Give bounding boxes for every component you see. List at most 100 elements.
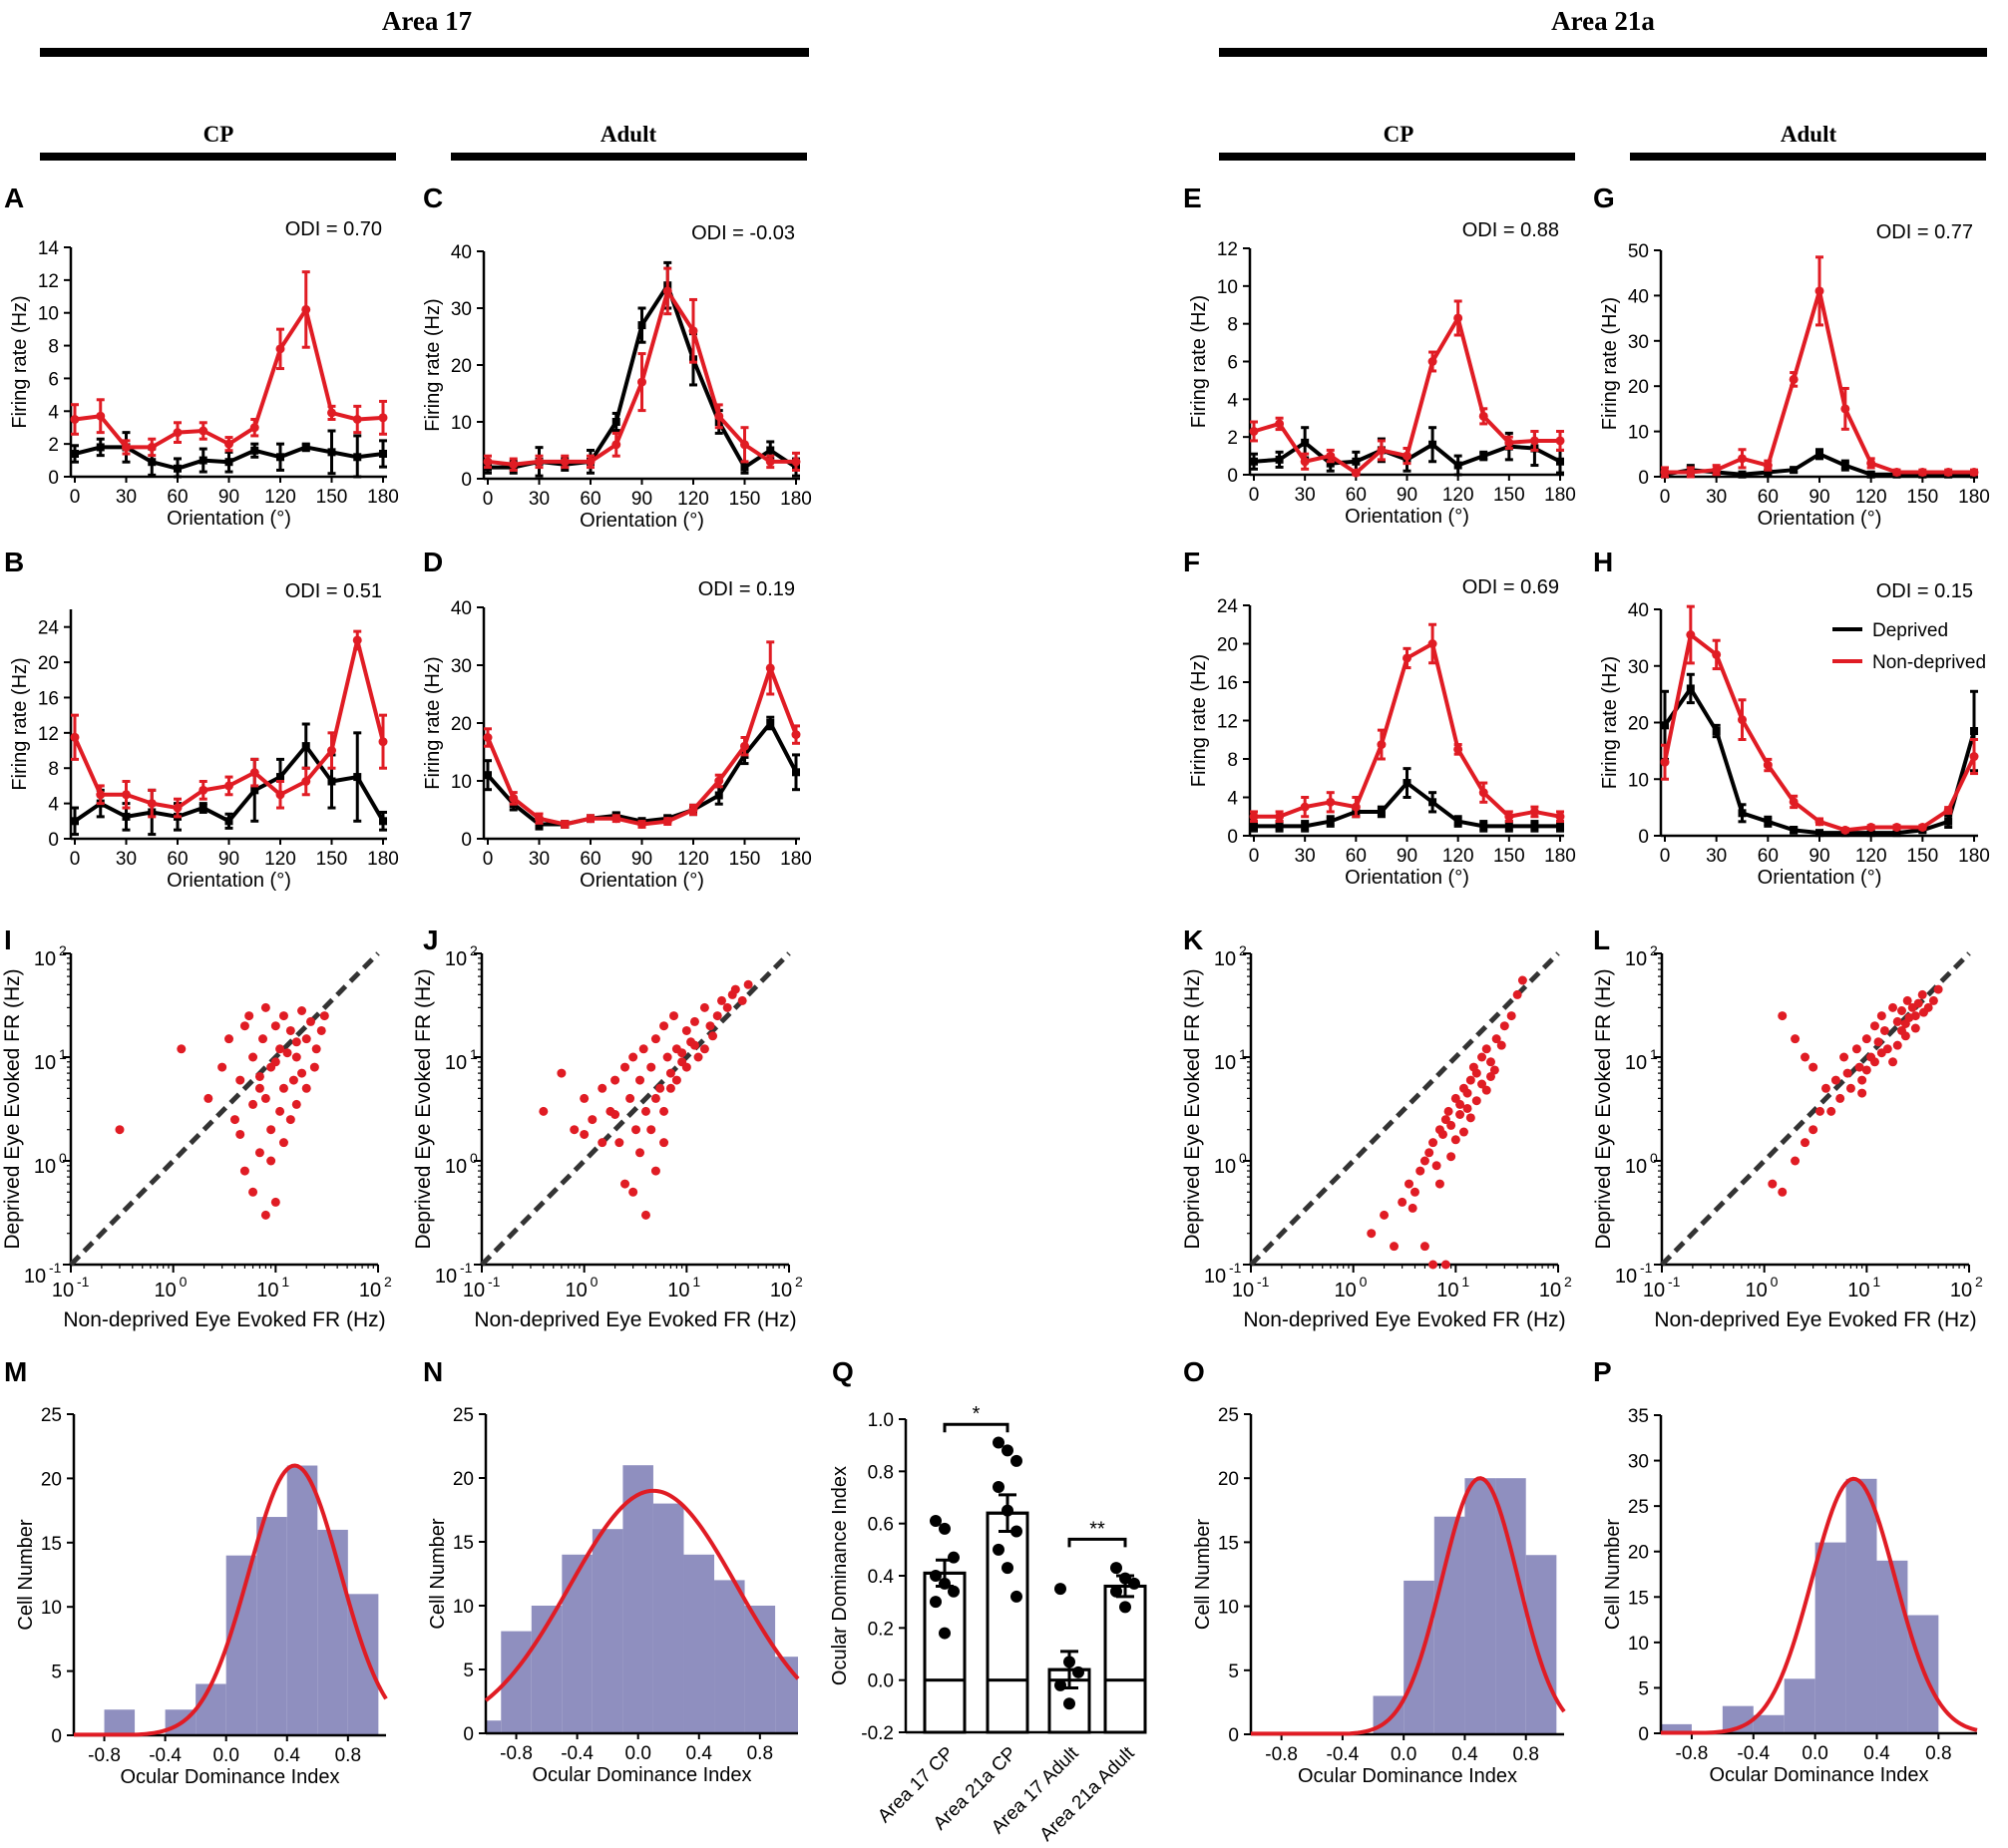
scatter-point [1861,1065,1871,1075]
gaussian-fit-line [1661,1476,1978,1735]
y-tick-label: 24 [38,618,60,639]
x-tick-exponent: -1 [1257,1274,1270,1290]
odi-label: ODI = -0.03 [691,222,795,244]
y-tick-label: 2 [48,435,59,456]
x-tick-label: 30 [116,487,137,508]
area21a-adult-bar [1630,153,1986,161]
deprived-point [71,817,79,826]
histogram-bar [1784,1678,1815,1733]
scatter-point [177,1044,187,1054]
nondeprived-point [1763,461,1773,471]
deprived-point [1866,829,1875,838]
data-point [930,1570,942,1582]
deprived-point [148,458,157,467]
gaussian-fit-line [484,1488,800,1702]
y-tick-label: 10 [1625,1052,1647,1074]
area21a-header-bar [1219,48,1987,57]
nondeprived-point [740,440,749,450]
bar [1103,1584,1147,1682]
data-point [1002,1444,1013,1457]
unity-line [1249,951,1560,1267]
scatter-point [270,1057,280,1067]
scatter-point [1904,1012,1914,1022]
scatter-point [1419,1242,1429,1252]
tuning-curve-panel-G: 0 10 20 30 40 50 0 30 60 90 120 150 180 Orientation (… [1599,221,1990,530]
scatter-point [655,1083,665,1093]
scatter-point [1892,1040,1902,1050]
y-tick-label: 0 [48,468,59,489]
y-tick-label: 15 [453,1533,474,1554]
scatter-point [301,1083,311,1093]
x-tick-exponent: 0 [591,1274,599,1290]
nondeprived-point [765,457,775,467]
deprived-point [766,446,775,455]
y-tick-exponent: -1 [1640,1260,1653,1276]
x-tick-label: 10 [256,1280,278,1301]
panel-label-E: E [1183,183,1202,213]
x-tick-label: 180 [1958,846,1990,867]
scatter-point [1471,1068,1481,1078]
scatter-point [716,995,726,1005]
data-point [993,1481,1004,1494]
y-tick-label: 15 [41,1534,62,1555]
deprived-point [1764,468,1773,477]
scatter-point [1431,1161,1441,1171]
scatter-point [681,1062,691,1072]
y-tick-label: 10 [1625,948,1647,970]
x-tick-label: 120 [1855,846,1887,867]
x-tick-label: 60 [1758,846,1779,867]
scatter-point [1851,1044,1861,1054]
area21a-adult-header: Adult [1781,122,1837,147]
y-tick-exponent: 1 [470,1046,478,1062]
scatter-point [1873,1037,1883,1047]
tuning-curve-panel-B: 0 4 8 12 16 20 24 0 30 60 90 120 150 180 Orientation (… [9,580,399,892]
y-tick-label: 5 [1638,1678,1649,1699]
gaussian-fit-line [74,1463,388,1737]
deprived-point [174,464,182,473]
x-tick-label: 0.0 [624,1743,650,1764]
scatter-point [1477,1079,1487,1089]
area17-cp-header: CP [203,122,234,147]
nondeprived-point [249,768,259,778]
nondeprived-point [1377,445,1387,455]
x-tick-label: 150 [729,489,761,510]
nondeprived-point [1814,817,1824,827]
scatter-point [1450,1135,1460,1145]
x-tick-label: 0.0 [1391,1744,1416,1765]
scatter-point [254,1148,264,1158]
scatter-point [1861,1034,1871,1044]
y-tick-label: 25 [453,1405,474,1426]
deprived-point [1892,829,1901,838]
scatter-point [1367,1229,1377,1239]
y-tick-label: 15 [1628,1588,1649,1609]
y-tick-label: 25 [41,1405,62,1426]
data-point [1010,1454,1022,1467]
nondeprived-point [1275,419,1285,429]
scatter-point [1517,975,1527,985]
y-tick-label: 0.4 [868,1567,895,1588]
nondeprived-point [1403,451,1411,461]
y-tick-label: 0 [1638,827,1649,848]
nondeprived-point [688,326,698,336]
scatter-point [693,1052,703,1062]
scatter-point [248,1187,258,1197]
x-tick-label: 10 [1746,1280,1768,1301]
nondeprived-point [586,814,596,824]
x-tick-label: -0.8 [500,1743,533,1764]
x-tick-label: 150 [316,849,348,870]
nondeprived-point [714,411,724,421]
deprived-point [714,791,723,800]
y-tick-label: 0.0 [868,1671,894,1692]
scatter-point [665,1068,675,1078]
y-tick-label: 0 [1228,1725,1239,1746]
scatter-point [1845,1083,1855,1093]
scatter-point [1407,1203,1417,1213]
y-axis-label: Firing rate (Hz) [9,657,31,790]
deprived-point [1790,466,1799,475]
x-tick-label: 0 [1660,487,1671,508]
scatter-point [588,1115,598,1125]
histogram-bar [1661,1723,1692,1733]
scatter-point [1434,1179,1444,1189]
panel-label-F: F [1183,547,1200,577]
x-tick-label: 60 [1346,846,1367,867]
